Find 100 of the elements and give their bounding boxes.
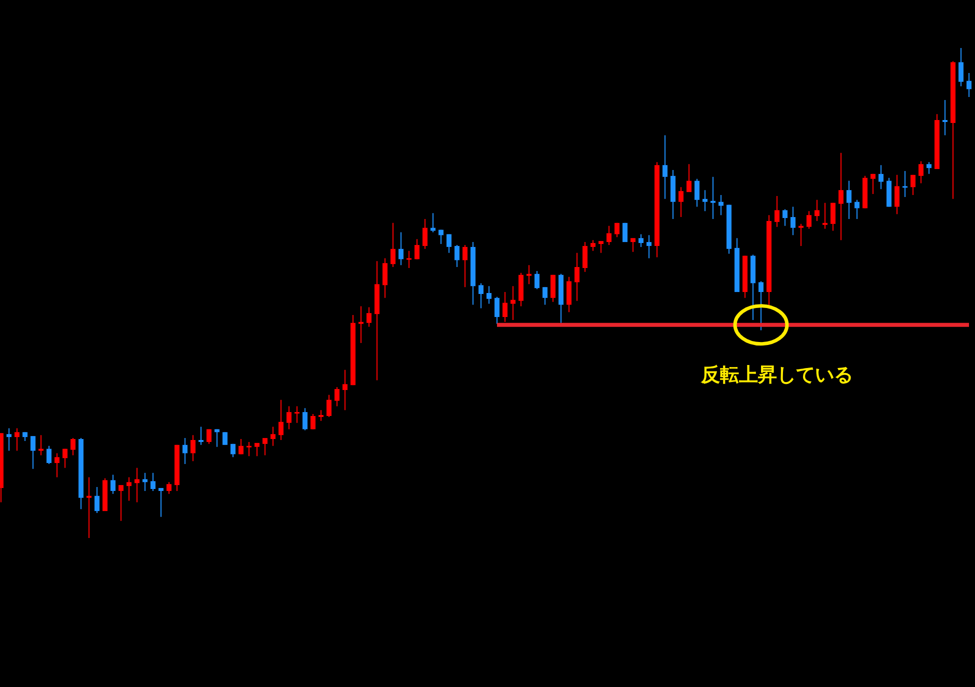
candlestick — [814, 199, 820, 222]
candlestick — [342, 369, 348, 411]
candlestick — [190, 434, 196, 462]
candlestick — [358, 306, 364, 344]
candlestick — [902, 170, 908, 198]
candlestick — [966, 72, 972, 98]
candlestick — [86, 476, 92, 538]
candlestick — [54, 452, 60, 478]
candlestick — [38, 434, 44, 456]
candlestick — [782, 208, 788, 226]
candlestick — [158, 488, 164, 518]
candlestick — [710, 176, 716, 220]
candlestick — [214, 428, 220, 448]
candlestick — [62, 448, 68, 468]
candlestick — [182, 438, 188, 465]
candlestick — [582, 242, 588, 272]
candlestick — [870, 173, 876, 195]
candlestick — [606, 225, 612, 246]
candlestick — [70, 438, 76, 456]
candlestick — [238, 438, 244, 455]
candlestick — [198, 426, 204, 446]
candlestick — [126, 476, 132, 502]
candlestick — [206, 428, 212, 444]
candlestick — [134, 467, 140, 503]
candlestick — [414, 238, 420, 260]
candlestick — [14, 428, 20, 452]
candlestick — [422, 218, 428, 250]
candlestick — [758, 280, 764, 331]
candlestick — [478, 282, 484, 309]
candlestick — [854, 199, 860, 220]
candlestick — [662, 134, 668, 200]
candlestick — [806, 210, 812, 230]
candlestick — [678, 186, 684, 218]
candlestick — [590, 240, 596, 252]
candlestick — [534, 270, 540, 290]
candlestick — [110, 474, 116, 494]
candlestick — [694, 178, 700, 208]
candlestick — [46, 445, 52, 465]
candlestick — [926, 162, 932, 174]
candlestick — [6, 428, 12, 452]
candlestick — [302, 408, 308, 431]
candlestick — [894, 174, 900, 215]
candlestick — [246, 441, 252, 457]
candlestick — [646, 234, 652, 259]
candlestick — [830, 202, 836, 232]
candlestick — [486, 286, 492, 304]
candlestick — [454, 244, 460, 268]
candlestick — [326, 394, 332, 418]
candlestick — [430, 212, 436, 233]
candlestick — [838, 152, 844, 241]
candlestick — [398, 232, 404, 266]
candlestick — [790, 206, 796, 236]
candlestick — [878, 164, 884, 190]
candlestick — [846, 180, 852, 220]
candlestick — [30, 436, 36, 470]
candlestick — [702, 190, 708, 212]
candlestick — [310, 414, 316, 430]
annotation: 反転上昇している — [700, 364, 853, 386]
candlestick — [574, 252, 580, 302]
candlestick — [910, 174, 916, 196]
candlestick — [638, 234, 644, 248]
candlestick — [550, 274, 556, 302]
candlestick — [438, 229, 444, 244]
candlestick — [542, 286, 548, 306]
candlestick — [942, 99, 948, 136]
candlestick — [318, 410, 324, 422]
candlestick — [366, 306, 372, 328]
candlestick — [278, 399, 284, 440]
candlestick — [502, 292, 508, 322]
candlestick — [118, 484, 124, 522]
candlestick — [822, 202, 828, 230]
candlestick — [614, 222, 620, 238]
candlestick — [494, 296, 500, 324]
candlestick — [526, 264, 532, 285]
candlestick — [150, 472, 156, 492]
candlestick — [142, 472, 148, 492]
candlestick — [446, 234, 452, 254]
candlestick — [230, 443, 236, 458]
candlestick — [334, 386, 340, 407]
candlestick — [286, 406, 292, 430]
candlestick — [390, 222, 396, 268]
candlestick — [406, 250, 412, 269]
candlestick — [798, 223, 804, 246]
candlestick — [166, 482, 172, 494]
candlestick — [382, 258, 388, 298]
candlestick — [294, 406, 300, 424]
candlestick — [510, 286, 516, 320]
candlestick — [686, 164, 692, 193]
candlestick — [270, 426, 276, 446]
candlestick — [958, 48, 964, 87]
candlestick — [254, 442, 260, 457]
candlestick — [462, 244, 468, 288]
candlestick — [918, 160, 924, 184]
candlestick — [718, 194, 724, 216]
candlestick — [94, 486, 100, 514]
candlestick — [774, 195, 780, 228]
candlestick — [262, 438, 268, 456]
candlestick — [598, 240, 604, 254]
candlestick — [566, 276, 572, 313]
candlestick — [630, 238, 636, 252]
